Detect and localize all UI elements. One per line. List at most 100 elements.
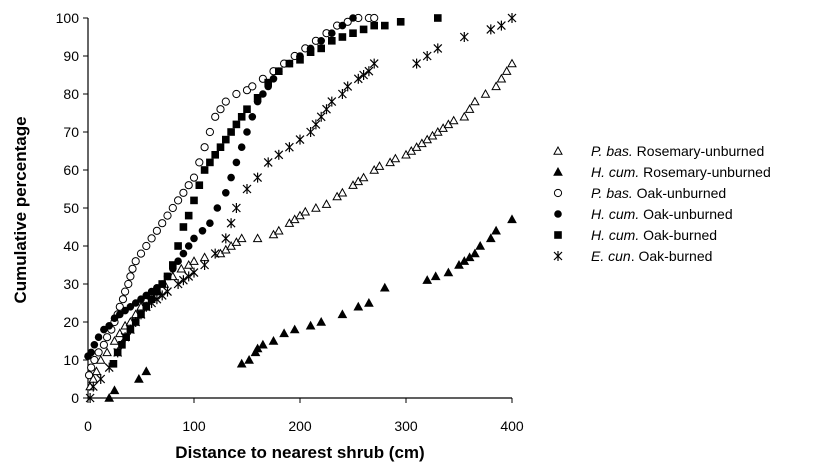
legend-marker <box>554 210 562 218</box>
data-point <box>216 143 225 151</box>
data-point <box>104 392 115 402</box>
data-point <box>222 135 230 144</box>
data-point <box>236 358 247 368</box>
data-point <box>158 219 167 228</box>
data-point <box>141 366 152 376</box>
data-point <box>102 333 112 342</box>
legend: P. bas. Rosemary-unburned H. cum. Rosemar… <box>553 143 771 264</box>
legend-item: E. cun. Oak-burned <box>553 248 712 264</box>
data-point <box>232 120 241 129</box>
data-point <box>116 310 124 319</box>
data-point <box>226 218 236 229</box>
data-point <box>459 32 469 42</box>
data-point <box>434 14 442 22</box>
data-point <box>128 264 137 273</box>
data-point <box>289 324 300 334</box>
data-point <box>141 301 151 312</box>
data-point <box>364 66 374 77</box>
data-point <box>115 302 124 311</box>
data-point <box>131 317 141 327</box>
data-point <box>122 333 130 341</box>
data-point <box>102 347 112 357</box>
data-point <box>374 161 385 170</box>
data-point <box>243 128 251 136</box>
data-point <box>486 24 496 35</box>
data-point <box>464 104 475 113</box>
data-point <box>206 158 214 167</box>
data-point <box>163 272 172 281</box>
data-point <box>118 295 128 304</box>
data-point <box>396 18 405 26</box>
data-point <box>485 233 496 243</box>
data-point <box>216 105 225 114</box>
x-tick-label: 0 <box>84 418 92 434</box>
data-point <box>496 73 507 83</box>
data-point <box>507 214 517 224</box>
legend-label: E. cun. Oak-burned <box>591 248 712 264</box>
data-point <box>501 66 512 75</box>
data-point <box>221 233 231 244</box>
data-point <box>169 261 177 269</box>
y-tick-label: 20 <box>63 314 79 330</box>
y-tick-label: 10 <box>63 352 79 368</box>
data-point <box>184 211 193 220</box>
legend-label: P. bas. Oak-unburned <box>591 185 726 201</box>
data-point <box>337 309 348 319</box>
legend-label: H. cum. Oak-burned <box>591 227 717 243</box>
data-point <box>152 226 161 235</box>
data-point <box>353 301 364 311</box>
data-point <box>104 362 114 373</box>
data-point <box>227 128 235 136</box>
data-point <box>338 21 347 30</box>
data-point <box>131 257 140 266</box>
data-point <box>94 333 103 342</box>
data-point <box>88 381 98 392</box>
data-point <box>147 298 157 308</box>
data-point <box>136 309 146 320</box>
data-point <box>105 322 113 330</box>
data-point <box>118 341 126 349</box>
legend-marker <box>553 145 563 155</box>
data-point <box>459 111 470 121</box>
legend-item: H. cum. Rosemary-unburned <box>553 164 771 180</box>
data-point <box>95 354 106 364</box>
data-point <box>142 241 151 251</box>
data-point <box>236 233 247 243</box>
data-point <box>90 355 99 365</box>
data-point <box>176 263 187 273</box>
x-tick-label: 400 <box>500 418 524 434</box>
data-point <box>316 316 327 326</box>
data-point <box>412 58 422 69</box>
data-point <box>448 115 459 125</box>
data-point <box>379 282 390 292</box>
data-point <box>87 348 95 357</box>
data-point <box>211 112 220 121</box>
data-point <box>470 96 480 106</box>
legend-marker <box>553 188 563 198</box>
data-point <box>190 196 198 205</box>
ticks: 0 10 20 30 40 50 60 70 80 90 100 0 100 200 300 400 <box>56 10 524 434</box>
data-point <box>507 58 517 68</box>
data-point <box>248 82 257 91</box>
y-tick-label: 50 <box>63 200 79 216</box>
data-point <box>131 299 140 307</box>
data-point <box>206 219 214 227</box>
data-point <box>222 189 230 197</box>
data-point <box>475 240 486 250</box>
data-point <box>285 59 294 68</box>
data-point <box>200 166 209 174</box>
y-axis-title: Cumulative percentage <box>11 116 30 303</box>
data-point <box>430 271 441 281</box>
data-point <box>284 142 294 153</box>
data-point <box>189 267 199 278</box>
data-point <box>232 89 241 99</box>
data-point <box>158 280 166 288</box>
data-point <box>480 88 491 98</box>
data-point <box>189 256 199 265</box>
data-point <box>121 287 130 296</box>
data-point <box>179 223 188 231</box>
data-point <box>113 347 123 358</box>
data-point <box>134 373 144 383</box>
data-point <box>242 184 252 194</box>
data-point <box>243 105 251 113</box>
